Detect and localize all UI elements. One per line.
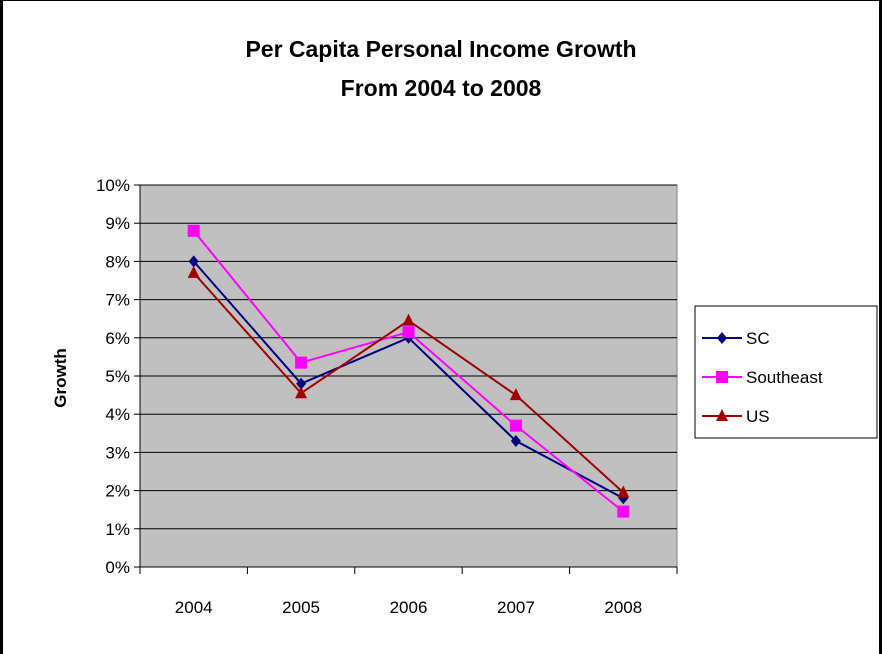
legend: SC Southeast US: [694, 305, 878, 439]
data-point: [617, 505, 630, 518]
y-axis-title: Growth: [51, 348, 70, 408]
y-tick-label: 0%: [105, 558, 130, 577]
data-point: [509, 388, 522, 401]
chart-title-line-2: From 2004 to 2008: [341, 75, 542, 101]
series-us: [187, 265, 630, 498]
data-point: [187, 265, 200, 278]
legend-marker: [716, 409, 728, 421]
chart-title-line-1: Per Capita Personal Income Growth: [245, 36, 636, 62]
legend-item-us: US: [702, 407, 770, 426]
data-point: [295, 356, 308, 369]
legend-marker: [716, 371, 728, 383]
legend-label: US: [746, 407, 770, 426]
legend-marker: [717, 332, 727, 344]
data-point: [188, 255, 199, 268]
y-tick-label: 10%: [96, 176, 130, 195]
x-tick-label: 2007: [497, 598, 535, 617]
y-tick-label: 9%: [105, 214, 130, 233]
y-tick-label: 4%: [105, 405, 130, 424]
legend-item-southeast: Southeast: [702, 368, 823, 387]
x-axis-ticks: 2004 2005 2006 2007 2008: [139, 567, 678, 617]
x-tick-label: 2006: [390, 598, 428, 617]
x-tick-label: 2005: [282, 598, 320, 617]
x-tick-label: 2008: [604, 598, 642, 617]
legend-label: SC: [746, 329, 770, 348]
data-point: [402, 326, 415, 339]
data-point: [296, 377, 307, 390]
data-point: [617, 485, 630, 498]
y-tick-label: 2%: [105, 482, 130, 501]
series-group: [187, 224, 630, 518]
series-southeast: [187, 224, 630, 518]
legend-item-sc: SC: [702, 329, 770, 348]
data-point: [509, 419, 522, 432]
y-tick-label: 7%: [105, 291, 130, 310]
y-tick-label: 8%: [105, 252, 130, 271]
y-tick-label: 5%: [105, 367, 130, 386]
data-point: [402, 313, 415, 326]
data-point: [510, 434, 521, 447]
data-point: [187, 224, 200, 237]
y-tick-label: 3%: [105, 443, 130, 462]
y-tick-label: 1%: [105, 520, 130, 539]
legend-label: Southeast: [746, 368, 823, 387]
data-point: [295, 386, 308, 399]
x-tick-label: 2004: [175, 598, 213, 617]
y-tick-label: 6%: [105, 329, 130, 348]
y-axis-ticks: 0% 1% 2% 3% 4% 5% 6% 7% 8% 9% 10%: [96, 176, 140, 577]
